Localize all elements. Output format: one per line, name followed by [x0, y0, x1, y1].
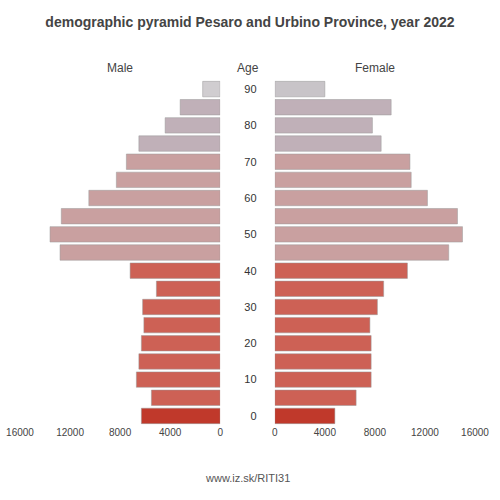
svg-text:Female: Female	[355, 61, 395, 75]
svg-text:16000: 16000	[6, 427, 34, 438]
svg-text:20: 20	[244, 337, 256, 349]
svg-text:0: 0	[250, 410, 256, 422]
svg-text:4000: 4000	[159, 427, 182, 438]
svg-text:Age: Age	[237, 61, 259, 75]
svg-text:12000: 12000	[411, 427, 439, 438]
svg-text:40: 40	[244, 265, 256, 277]
svg-text:80: 80	[244, 119, 256, 131]
svg-text:Male: Male	[107, 61, 133, 75]
svg-text:0: 0	[272, 427, 278, 438]
svg-text:30: 30	[244, 301, 256, 313]
svg-text:4000: 4000	[314, 427, 337, 438]
svg-text:60: 60	[244, 192, 256, 204]
svg-text:16000: 16000	[461, 427, 489, 438]
svg-text:10: 10	[244, 373, 256, 385]
svg-text:demographic pyramid Pesaro and: demographic pyramid Pesaro and Urbino Pr…	[45, 14, 454, 30]
svg-text:50: 50	[244, 228, 256, 240]
svg-text:8000: 8000	[364, 427, 387, 438]
svg-text:0: 0	[217, 427, 223, 438]
svg-text:12000: 12000	[56, 427, 84, 438]
svg-text:www.iz.sk/RITI31: www.iz.sk/RITI31	[205, 472, 290, 484]
svg-text:8000: 8000	[109, 427, 132, 438]
svg-text:90: 90	[244, 83, 256, 95]
svg-text:70: 70	[244, 156, 256, 168]
